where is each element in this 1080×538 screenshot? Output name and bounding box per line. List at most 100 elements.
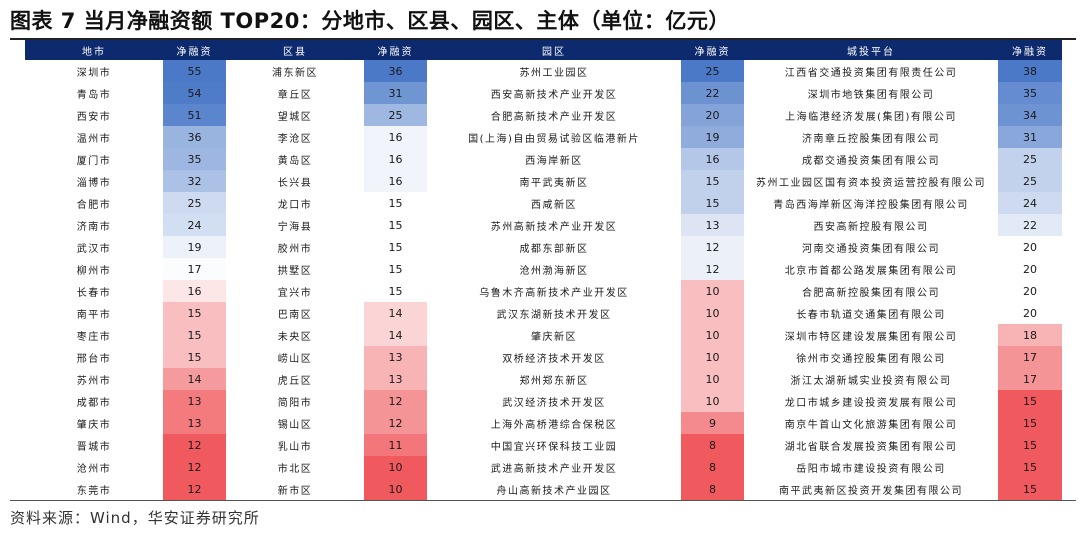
city-cell: 长春市 xyxy=(76,287,112,299)
park-cell: 舟山高新技术产业园区 xyxy=(496,485,612,497)
platform-net-cell: 15 xyxy=(998,412,1062,434)
city-cell: 西安市 xyxy=(76,111,112,123)
platform-cell: 合肥高新控股集团有限公司 xyxy=(802,287,940,299)
city-cell: 合肥市 xyxy=(76,199,112,211)
park-net-cell: 10 xyxy=(681,346,744,368)
city-cell: 枣庄市 xyxy=(76,331,112,343)
county-cell: 虎丘区 xyxy=(277,375,313,387)
park-net-cell: 8 xyxy=(681,456,744,478)
park-net-cell: 22 xyxy=(681,82,744,104)
platform-net-cell: 24 xyxy=(998,192,1062,214)
table-row: 武汉市 19 胶州市 15 成都东部新区 12 河南交通投资集团有限公司 20 xyxy=(25,236,1062,258)
park-net-cell: 10 xyxy=(681,280,744,302)
platform-cell: 长春市轨道交通集团有限公司 xyxy=(796,309,946,321)
city-net-cell: 12 xyxy=(163,478,226,500)
platform-net-cell: 17 xyxy=(998,346,1062,368)
platform-net-cell: 25 xyxy=(998,148,1062,170)
platform-cell: 苏州工业园区国有资本投资运营控股有限公司 xyxy=(756,177,986,189)
city-net-cell: 12 xyxy=(163,434,226,456)
park-cell: 中国宜兴环保科技工业园 xyxy=(490,441,618,453)
park-net-cell: 19 xyxy=(681,126,744,148)
platform-net-cell: 35 xyxy=(998,82,1062,104)
platform-cell: 北京市首都公路发展集团有限公司 xyxy=(784,265,958,277)
city-cell: 柳州市 xyxy=(76,265,112,277)
county-cell: 黄岛区 xyxy=(277,155,313,167)
park-cell: 武进高新技术产业开发区 xyxy=(490,463,618,475)
header-park: 园区 xyxy=(427,40,681,60)
platform-net-cell: 22 xyxy=(998,214,1062,236)
platform-net-cell: 20 xyxy=(998,258,1062,280)
county-cell: 简阳市 xyxy=(277,397,313,409)
table-row: 济南市 24 宁海县 15 苏州高新技术产业开发区 13 西安高新控股有限公司 22 xyxy=(25,214,1062,236)
platform-net-cell: 20 xyxy=(998,280,1062,302)
park-net-cell: 10 xyxy=(681,390,744,412)
park-net-cell: 10 xyxy=(681,368,744,390)
net-financing-table: 地市 净融资 区县 净融资 园区 净融资 城投平台 净融资 深圳市 55 浦东新区 3… xyxy=(25,40,1062,500)
park-cell: 双桥经济技术开发区 xyxy=(502,353,606,365)
city-cell: 温州市 xyxy=(76,133,112,145)
county-net-cell: 10 xyxy=(364,478,427,500)
platform-cell: 南京牛首山文化旅游集团有限公司 xyxy=(784,419,958,431)
city-net-cell: 25 xyxy=(163,192,226,214)
table-row: 长春市 16 宜兴市 15 乌鲁木齐高新技术产业开发区 10 合肥高新控股集团有限公司 20 xyxy=(25,280,1062,302)
park-cell: 肇庆新区 xyxy=(531,331,577,343)
county-net-cell: 14 xyxy=(364,302,427,324)
county-net-cell: 13 xyxy=(364,368,427,390)
county-net-cell: 13 xyxy=(364,346,427,368)
table-row: 南平市 15 巴南区 14 武汉东湖新技术开发区 10 长春市轨道交通集团有限公司 20 xyxy=(25,302,1062,324)
platform-net-cell: 15 xyxy=(998,434,1062,456)
county-net-cell: 15 xyxy=(364,236,427,258)
platform-cell: 青岛西海岸新区海洋控股集团有限公司 xyxy=(773,199,969,211)
figure-title: 图表 7 当月净融资额 TOP20：分地市、区县、园区、主体（单位：亿元） xyxy=(10,9,730,33)
park-cell: 苏州高新技术产业开发区 xyxy=(490,221,618,233)
city-net-cell: 51 xyxy=(163,104,226,126)
county-net-cell: 11 xyxy=(364,434,427,456)
header-county-net: 净融资 xyxy=(364,40,427,60)
county-net-cell: 12 xyxy=(364,390,427,412)
table-row: 温州市 36 李沧区 16 国(上海)自由贸易试验区临港新片 19 济南章丘控股集团有限公司… xyxy=(25,126,1062,148)
table-row: 肇庆市 13 锡山区 12 上海外高桥港综合保税区 9 南京牛首山文化旅游集团有限公司 15 xyxy=(25,412,1062,434)
table-row: 苏州市 14 虎丘区 13 郑州郑东新区 10 浙江太湖新城实业投资有限公司 17 xyxy=(25,368,1062,390)
city-net-cell: 13 xyxy=(163,412,226,434)
table-row: 邢台市 15 崂山区 13 双桥经济技术开发区 10 徐州市交通控股集团有限公司 17 xyxy=(25,346,1062,368)
park-cell: 国(上海)自由贸易试验区临港新片 xyxy=(468,133,640,145)
county-cell: 龙口市 xyxy=(277,199,313,211)
park-cell: 武汉东湖新技术开发区 xyxy=(496,309,612,321)
park-cell: 西海岸新区 xyxy=(525,155,583,167)
park-net-cell: 16 xyxy=(681,148,744,170)
park-net-cell: 10 xyxy=(681,324,744,346)
park-cell: 合肥高新技术产业开发区 xyxy=(490,111,618,123)
county-cell: 长兴县 xyxy=(277,177,313,189)
county-net-cell: 36 xyxy=(364,60,427,82)
platform-cell: 河南交通投资集团有限公司 xyxy=(802,243,940,255)
platform-net-cell: 15 xyxy=(998,390,1062,412)
county-net-cell: 25 xyxy=(364,104,427,126)
platform-net-cell: 17 xyxy=(998,368,1062,390)
county-cell: 宜兴市 xyxy=(277,287,313,299)
table-row: 合肥市 25 龙口市 15 西咸新区 15 青岛西海岸新区海洋控股集团有限公司 24 xyxy=(25,192,1062,214)
city-net-cell: 54 xyxy=(163,82,226,104)
city-cell: 济南市 xyxy=(76,221,112,233)
county-cell: 未央区 xyxy=(277,331,313,343)
county-cell: 巴南区 xyxy=(277,309,313,321)
platform-cell: 岳阳市城市建设投资有限公司 xyxy=(796,463,946,475)
county-net-cell: 16 xyxy=(364,148,427,170)
city-cell: 成都市 xyxy=(76,397,112,409)
table-row: 淄博市 32 长兴县 16 南平武夷新区 15 苏州工业园区国有资本投资运营控股有限公司 25 xyxy=(25,170,1062,192)
city-cell: 东莞市 xyxy=(76,485,112,497)
platform-cell: 湖北省联合发展投资集团有限公司 xyxy=(784,441,958,453)
park-net-cell: 13 xyxy=(681,214,744,236)
platform-net-cell: 20 xyxy=(998,302,1062,324)
city-cell: 淄博市 xyxy=(76,177,112,189)
platform-cell: 徐州市交通控股集团有限公司 xyxy=(796,353,946,365)
city-net-cell: 15 xyxy=(163,302,226,324)
county-cell: 新市区 xyxy=(277,485,313,497)
city-cell: 深圳市 xyxy=(76,67,112,79)
city-cell: 晋城市 xyxy=(76,441,112,453)
platform-cell: 深圳市特区建设发展集团有限公司 xyxy=(784,331,958,343)
park-cell: 郑州郑东新区 xyxy=(519,375,589,387)
city-cell: 厦门市 xyxy=(76,155,112,167)
city-net-cell: 15 xyxy=(163,346,226,368)
header-county: 区县 xyxy=(226,40,364,60)
park-net-cell: 8 xyxy=(681,478,744,500)
